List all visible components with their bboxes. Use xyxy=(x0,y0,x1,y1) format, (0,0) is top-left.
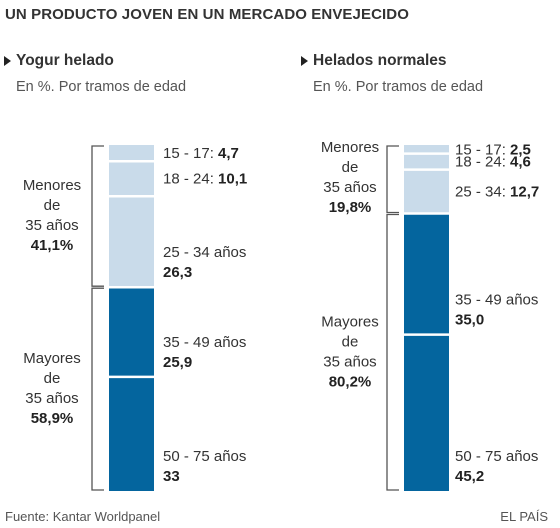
group-total: 19,8% xyxy=(329,199,372,216)
panel-subtitle: En %. Por tramos de edad xyxy=(16,79,187,95)
arrow-icon xyxy=(4,56,11,66)
group-bracket xyxy=(386,145,399,214)
segment-value: 35,0 xyxy=(455,312,484,329)
segment-label: 50 - 75 años xyxy=(455,448,538,465)
group-label: de xyxy=(44,197,61,214)
group-label: Menores xyxy=(23,177,81,194)
group-label: 35 años xyxy=(25,390,78,407)
group-label: 35 años xyxy=(323,353,376,370)
segment-label: 18 - 24: 4,6 xyxy=(455,154,531,171)
arrow-icon xyxy=(301,56,308,66)
group-label: de xyxy=(44,370,61,387)
segment-value: 25,9 xyxy=(163,354,192,371)
panel-title: Helados normales xyxy=(313,52,447,69)
bar-segment xyxy=(404,213,449,335)
segment-value: 26,3 xyxy=(163,264,192,281)
bar-segment xyxy=(109,145,154,162)
group-bracket xyxy=(91,145,104,287)
bar-segment xyxy=(109,161,154,197)
group-label: Mayores xyxy=(321,313,379,330)
group-total: 41,1% xyxy=(31,237,74,254)
segment-label: 35 - 49 años xyxy=(455,292,538,309)
panel-subtitle: En %. Por tramos de edad xyxy=(313,79,484,95)
publisher-credit: EL PAÍS xyxy=(500,509,548,524)
panel-helados-normales: Helados normales En %. Por tramos de eda… xyxy=(297,0,560,500)
panel-yogur-helado: Yogur helado En %. Por tramos de edad 15… xyxy=(0,0,280,500)
segment-label: 18 - 24: 10,1 xyxy=(163,171,247,188)
group-label: Menores xyxy=(321,139,379,156)
bar-segment xyxy=(404,153,449,170)
segment-value: 33 xyxy=(163,468,180,485)
group-bracket xyxy=(386,213,399,491)
segment-label: 25 - 34 años xyxy=(163,244,246,261)
stacked-bar-chart-yogur: 15 - 17: 4,7 18 - 24: 10,1 25 - 34 años 26,… xyxy=(23,145,247,491)
source-note: Fuente: Kantar Worldpanel xyxy=(5,509,161,524)
segment-label: 50 - 75 años xyxy=(163,448,246,465)
group-bracket xyxy=(91,287,104,491)
bar-segment xyxy=(109,196,154,288)
group-total: 58,9% xyxy=(31,410,74,427)
group-label: de xyxy=(342,333,359,350)
segment-label: 15 - 17: 4,7 xyxy=(163,145,239,162)
group-label: Mayores xyxy=(23,350,81,367)
group-total: 80,2% xyxy=(329,373,372,390)
panel-title: Yogur helado xyxy=(16,52,114,69)
segment-value: 45,2 xyxy=(455,468,484,485)
panel-heading: Helados normales xyxy=(301,52,447,70)
segment-label: 35 - 49 años xyxy=(163,334,246,351)
bar-segment xyxy=(109,287,154,377)
panel-heading: Yogur helado xyxy=(4,52,114,70)
chart-title: UN PRODUCTO JOVEN EN UN MERCADO ENVEJECI… xyxy=(5,6,409,23)
bar-segment xyxy=(404,145,449,154)
stacked-bar-chart-helados: 15 - 17: 2,518 - 24: 4,6 25 - 34: 12,7 35 … xyxy=(321,139,539,491)
segment-label: 25 - 34: 12,7 xyxy=(455,184,539,201)
group-label: 35 años xyxy=(25,217,78,234)
bar-segment xyxy=(404,334,449,491)
group-label: de xyxy=(342,159,359,176)
group-label: 35 años xyxy=(323,179,376,196)
bar-segment xyxy=(404,169,449,214)
segment-label: 15 - 17: 2,5 xyxy=(455,141,531,158)
bar-segment xyxy=(109,376,154,491)
